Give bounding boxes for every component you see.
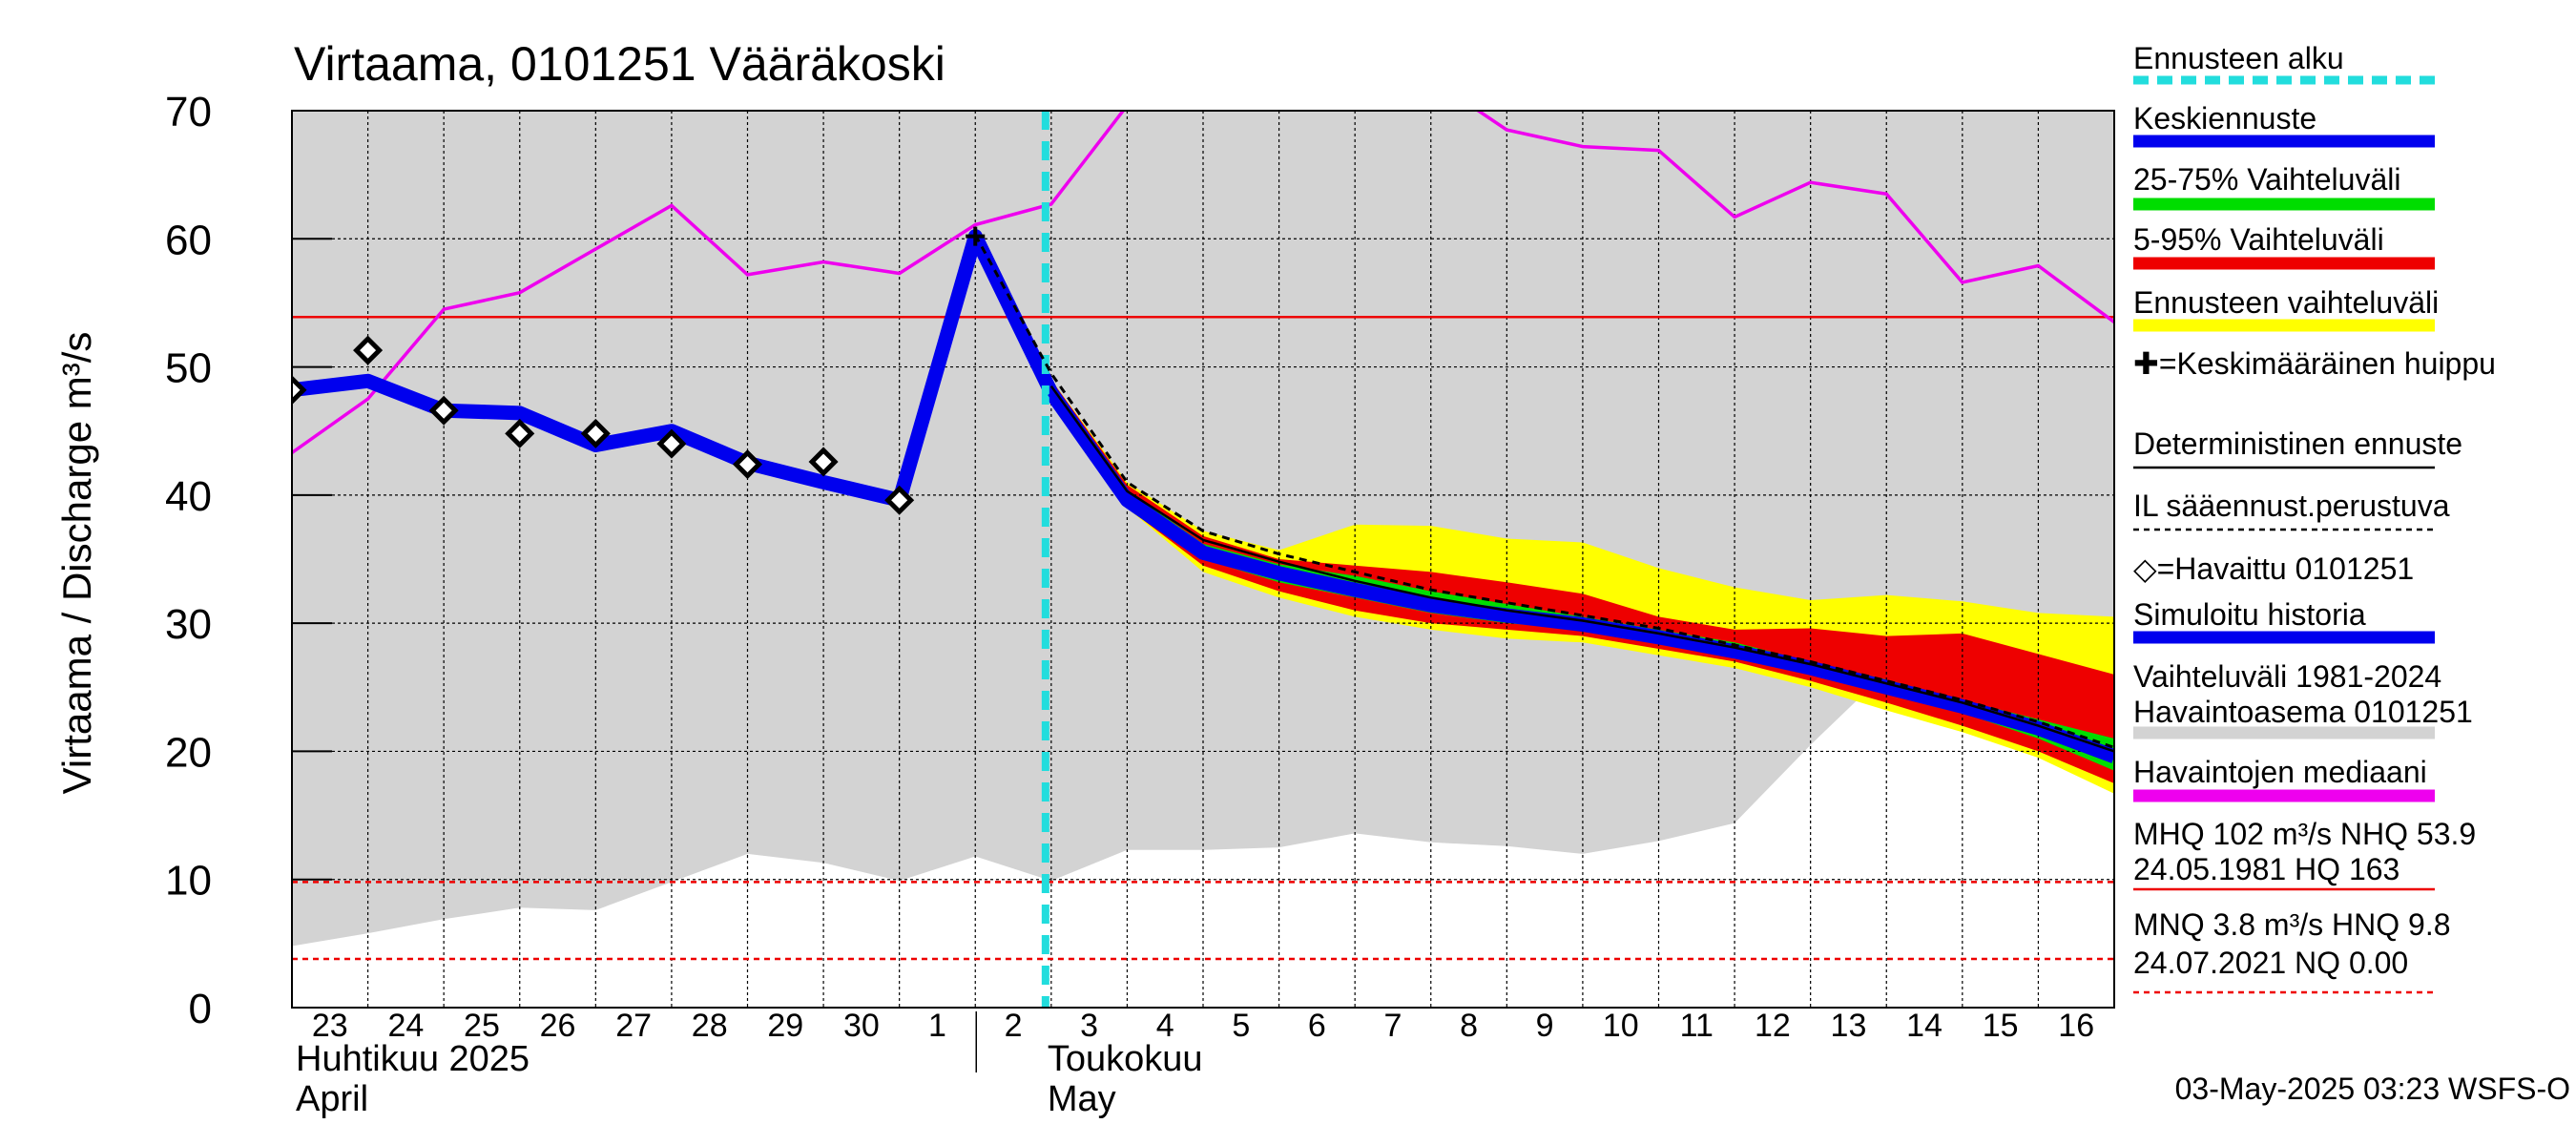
x-tick-label: 25 — [464, 1008, 500, 1044]
y-tick-label: 20 — [165, 729, 212, 776]
y-tick-label: 10 — [165, 858, 212, 905]
y-axis-label: Virtaama / Discharge m³/s — [54, 332, 99, 795]
il-forecast-line — [973, 234, 2114, 749]
x-tick-label: 30 — [843, 1008, 880, 1044]
legend-label: 24.07.2021 NQ 0.00 — [2133, 946, 2408, 980]
x-tick-label: 15 — [1983, 1008, 2019, 1044]
month-label-en: April — [296, 1079, 368, 1119]
x-tick-label: 2 — [1005, 1008, 1023, 1044]
timestamp: 03-May-2025 03:23 WSFS-O — [2175, 1072, 2570, 1106]
y-tick-label: 60 — [165, 217, 212, 263]
observed-point — [505, 418, 535, 448]
legend-label: MHQ 102 m³/s NHQ 53.9 — [2133, 817, 2476, 851]
legend-label: Vaihteluväli 1981-2024 — [2133, 659, 2441, 694]
mean-forecast-line — [1048, 389, 2114, 761]
x-tick-label: 27 — [615, 1008, 652, 1044]
median-line — [292, 111, 2114, 454]
x-tick-label: 12 — [1755, 1008, 1791, 1044]
x-tick-label: 14 — [1906, 1008, 1942, 1044]
observed-point — [884, 485, 915, 515]
legend-label: MNQ 3.8 m³/s HNQ 9.8 — [2133, 907, 2451, 942]
x-tick-label: 28 — [692, 1008, 728, 1044]
series-lines — [292, 111, 2114, 1008]
x-tick-label: 6 — [1308, 1008, 1326, 1044]
x-tick-label: 8 — [1460, 1008, 1478, 1044]
observed-point — [428, 395, 459, 426]
x-tick-label: 10 — [1603, 1008, 1639, 1044]
x-tick-label: 24 — [387, 1008, 424, 1044]
y-tick-label: 70 — [165, 89, 212, 135]
legend-label: 25-75% Vaihteluväli — [2133, 162, 2400, 197]
mean-peak-marker — [966, 226, 986, 246]
legend-label: ✚=Keskimääräinen huippu — [2133, 346, 2496, 381]
legend-label: Havaintojen mediaani — [2133, 755, 2427, 789]
x-tick-label: 9 — [1536, 1008, 1554, 1044]
observed-point — [292, 375, 307, 406]
x-tick-label: 4 — [1156, 1008, 1174, 1044]
legend-label: ◇=Havaittu 0101251 — [2133, 552, 2414, 586]
x-tick-label: 3 — [1080, 1008, 1098, 1044]
legend-label: 24.05.1981 HQ 163 — [2133, 852, 2399, 886]
y-tick-label: 50 — [165, 345, 212, 392]
legend-label: Havaintoasema 0101251 — [2133, 695, 2473, 729]
legend-label: IL sääennust.perustuva — [2133, 489, 2450, 523]
legend: Ennusteen alku Keskiennuste 25-75% Vaihtel… — [2133, 41, 2496, 994]
observed-point — [732, 449, 763, 480]
x-tick-label: 13 — [1831, 1008, 1867, 1044]
x-tick-label: 1 — [928, 1008, 946, 1044]
plot-frame — [291, 110, 2115, 1009]
chart-title: Virtaama, 0101251 Vääräkoski — [294, 37, 945, 91]
observed-point — [808, 447, 839, 477]
deterministic-forecast-line — [1049, 385, 2114, 753]
y-tick-label: 0 — [189, 986, 212, 1032]
observed-point — [656, 428, 687, 459]
legend-label: Simuloitu historia — [2133, 597, 2366, 632]
legend-label: 5-95% Vaihteluväli — [2133, 222, 2384, 257]
month-label-en: May — [1048, 1079, 1116, 1119]
x-tick-label: 7 — [1383, 1008, 1402, 1044]
x-tick-label: 29 — [767, 1008, 803, 1044]
x-tick-label: 5 — [1232, 1008, 1250, 1044]
y-tick-label: 30 — [165, 601, 212, 648]
legend-label: Ennusteen vaihteluväli — [2133, 285, 2439, 320]
legend-label: Keskiennuste — [2133, 101, 2316, 135]
y-tick-label: 40 — [165, 473, 212, 520]
month-label-fi: Toukokuu — [1048, 1039, 1203, 1079]
x-tick-label: 16 — [2058, 1008, 2094, 1044]
x-tick-label: 23 — [312, 1008, 348, 1044]
x-tick-label: 11 — [1680, 1008, 1714, 1044]
observed-point — [353, 335, 384, 365]
legend-label: Ennusteen alku — [2133, 41, 2344, 75]
x-tick-label: 26 — [540, 1008, 576, 1044]
month-label-fi: Huhtikuu 2025 — [296, 1039, 530, 1079]
legend-label: Deterministinen ennuste — [2133, 427, 2462, 461]
observed-point — [580, 418, 611, 448]
